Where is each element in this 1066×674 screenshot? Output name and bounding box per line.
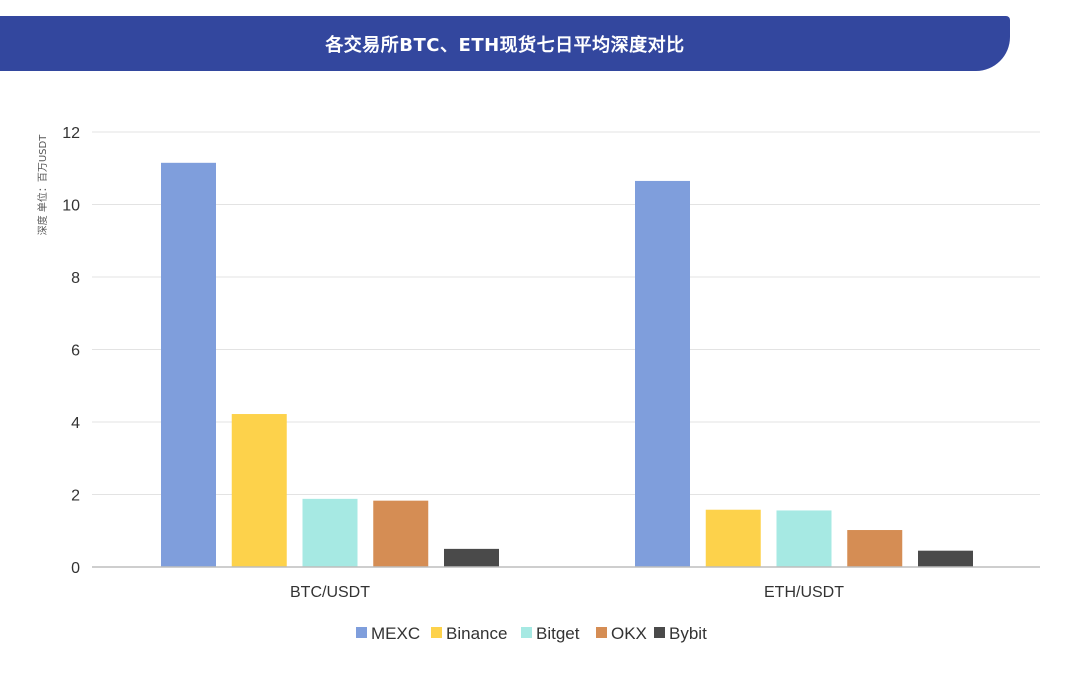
y-tick-label: 8	[71, 270, 80, 287]
legend: MEXC Binance Bitget OKX Bybit	[356, 624, 707, 643]
legend-label-bitget: Bitget	[536, 624, 580, 643]
chart-title: 各交易所BTC、ETH现货七日平均深度对比	[325, 34, 685, 56]
x-axis-categories: BTC/USDT ETH/USDT	[290, 584, 844, 601]
y-tick-label: 2	[71, 488, 80, 505]
bars	[161, 162, 973, 567]
bar-mexc-1	[161, 162, 216, 567]
bar-bitget-1	[302, 498, 358, 567]
y-axis-ticks: 0 2 4 6 8 10 12	[62, 125, 80, 577]
bar-bybit-1	[444, 548, 499, 567]
bar-mexc-2	[635, 180, 690, 567]
legend-swatch-mexc	[356, 627, 367, 638]
legend-swatch-binance	[431, 627, 442, 638]
bar-binance-2	[705, 509, 761, 567]
x-category-label: BTC/USDT	[290, 584, 370, 601]
legend-swatch-okx	[596, 627, 607, 638]
y-tick-label: 4	[71, 415, 80, 432]
bar-okx-2	[847, 530, 903, 567]
legend-label-bybit: Bybit	[669, 624, 707, 643]
x-category-label: ETH/USDT	[764, 584, 844, 601]
bar-binance-1	[231, 414, 287, 567]
legend-label-okx: OKX	[611, 624, 647, 643]
legend-label-mexc: MEXC	[371, 624, 420, 643]
y-axis-label: 深度 单位：百万USDT	[36, 134, 49, 236]
y-tick-label: 10	[62, 198, 80, 215]
y-tick-label: 0	[71, 560, 80, 577]
legend-swatch-bitget	[521, 627, 532, 638]
bar-bitget-2	[776, 510, 832, 567]
y-tick-label: 12	[62, 125, 80, 142]
bar-okx-1	[373, 500, 429, 567]
legend-swatch-bybit	[654, 627, 665, 638]
bar-bybit-2	[918, 550, 973, 567]
grid-lines	[92, 131, 1040, 495]
legend-label-binance: Binance	[446, 624, 507, 643]
y-tick-label: 6	[71, 343, 80, 360]
title-banner: 各交易所BTC、ETH现货七日平均深度对比	[0, 16, 1010, 71]
